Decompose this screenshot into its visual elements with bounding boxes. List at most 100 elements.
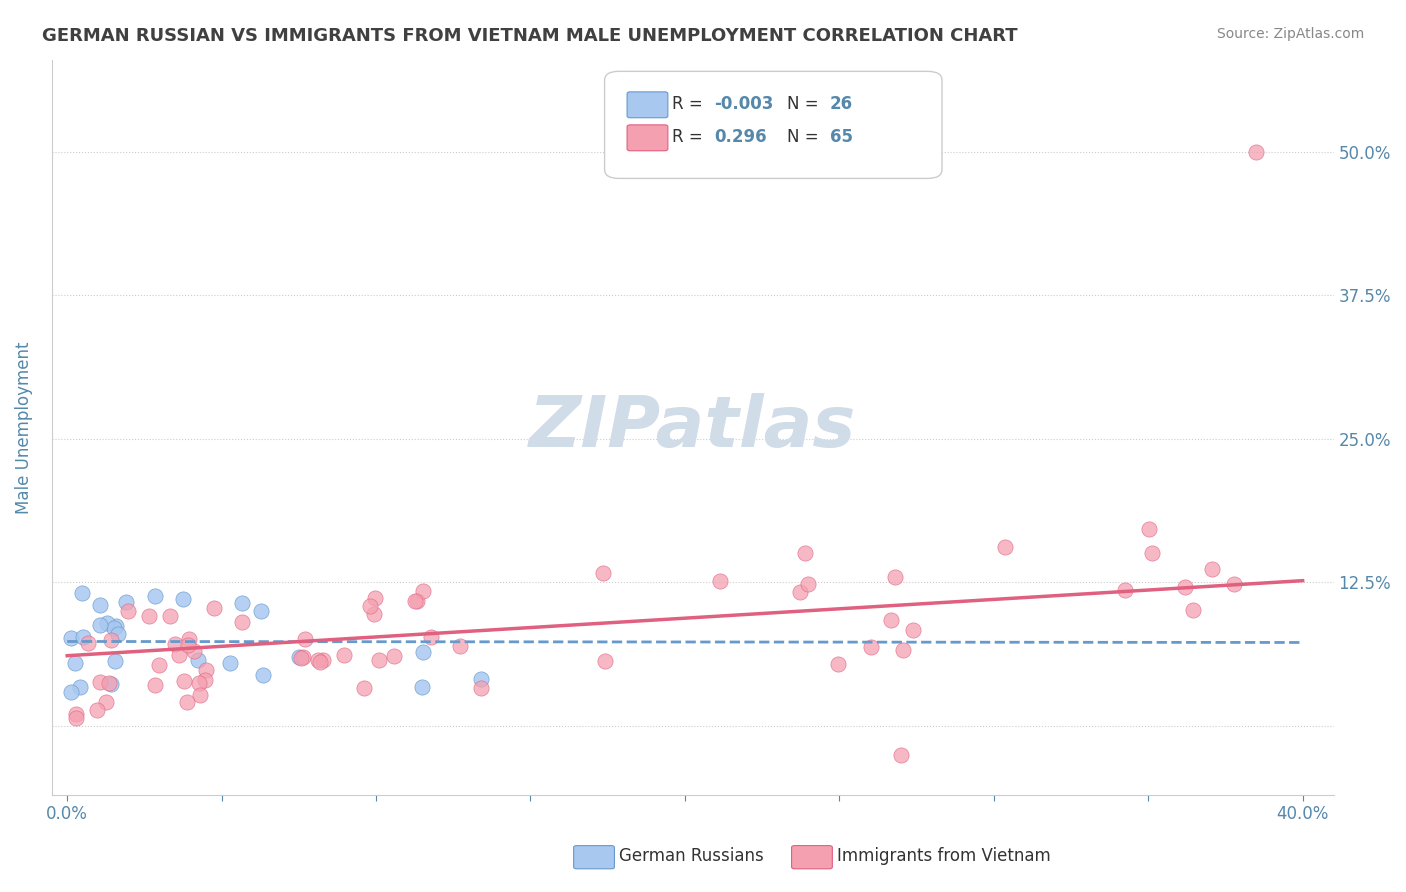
Point [70, 586, 93, 600]
Point [595, 654, 617, 668]
Point [107, 627, 129, 641]
Text: R =: R = [672, 95, 709, 113]
Point [449, 639, 471, 653]
Text: -0.003: -0.003 [714, 95, 773, 113]
Point [143, 678, 166, 692]
Point [250, 604, 273, 618]
Text: N =: N = [787, 128, 824, 146]
Point [69, 680, 91, 694]
Point [796, 577, 818, 591]
Text: Immigrants from Vietnam: Immigrants from Vietnam [837, 847, 1050, 865]
Point [252, 667, 274, 681]
Point [188, 676, 211, 690]
Point [100, 633, 122, 648]
Point [103, 621, 125, 635]
Point [312, 653, 335, 667]
Point [859, 640, 882, 655]
Point [89, 675, 111, 690]
Point [60, 632, 83, 646]
Text: 0.296: 0.296 [714, 128, 766, 146]
Point [177, 632, 200, 647]
Point [172, 591, 194, 606]
Point [65, 656, 87, 670]
Text: ZIPatlas: ZIPatlas [529, 392, 856, 462]
Point [89, 618, 111, 632]
Text: German Russians: German Russians [619, 847, 763, 865]
Point [309, 655, 332, 669]
Point [59, 685, 82, 699]
Point [96, 695, 118, 709]
Point [176, 638, 198, 652]
Point [183, 643, 205, 657]
Point [1114, 582, 1136, 597]
Point [72, 631, 94, 645]
Point [1182, 603, 1205, 617]
Point [104, 619, 127, 633]
Point [148, 657, 170, 672]
Point [77, 636, 100, 650]
Point [353, 681, 375, 695]
Point [104, 654, 127, 668]
Point [86, 703, 108, 717]
Point [89, 598, 111, 612]
Point [382, 649, 405, 664]
Point [188, 688, 211, 702]
Point [290, 650, 312, 665]
Text: 65: 65 [830, 128, 852, 146]
Point [412, 583, 434, 598]
Point [231, 615, 253, 629]
Point [96, 615, 118, 630]
Point [1246, 145, 1268, 159]
Point [411, 680, 433, 694]
Point [793, 546, 815, 560]
Point [827, 657, 849, 671]
Point [97, 676, 120, 690]
Text: 26: 26 [830, 95, 852, 113]
Point [363, 607, 385, 621]
Point [294, 632, 316, 647]
Point [420, 630, 443, 644]
Point [143, 589, 166, 603]
Point [138, 608, 160, 623]
Point [1137, 522, 1160, 536]
Point [195, 663, 218, 677]
Text: Source: ZipAtlas.com: Source: ZipAtlas.com [1216, 27, 1364, 41]
Point [994, 540, 1017, 554]
Y-axis label: Male Unemployment: Male Unemployment [15, 341, 32, 514]
Point [218, 657, 240, 671]
Point [231, 596, 253, 610]
Text: R =: R = [672, 128, 709, 146]
Point [173, 673, 195, 688]
Text: N =: N = [787, 95, 824, 113]
Point [709, 574, 731, 589]
Point [292, 650, 315, 665]
Point [890, 747, 912, 762]
Point [592, 566, 614, 580]
Text: GERMAN RUSSIAN VS IMMIGRANTS FROM VIETNAM MALE UNEMPLOYMENT CORRELATION CHART: GERMAN RUSSIAN VS IMMIGRANTS FROM VIETNA… [42, 27, 1018, 45]
Point [359, 599, 381, 614]
Point [470, 681, 492, 696]
Point [1142, 546, 1164, 560]
Point [202, 601, 225, 615]
Point [159, 608, 181, 623]
Point [100, 677, 122, 691]
Point [307, 653, 329, 667]
Point [405, 594, 427, 608]
Point [115, 595, 138, 609]
Point [891, 643, 914, 657]
Point [163, 636, 186, 650]
Point [470, 672, 492, 686]
Point [1201, 562, 1223, 576]
Point [332, 648, 354, 663]
Point [404, 593, 426, 607]
Point [187, 653, 209, 667]
Point [368, 653, 391, 667]
Point [1223, 577, 1246, 591]
Point [880, 613, 903, 627]
Point [176, 695, 198, 709]
Point [117, 604, 139, 618]
Point [1174, 580, 1197, 594]
Point [789, 584, 811, 599]
Point [901, 623, 924, 637]
Point [412, 645, 434, 659]
